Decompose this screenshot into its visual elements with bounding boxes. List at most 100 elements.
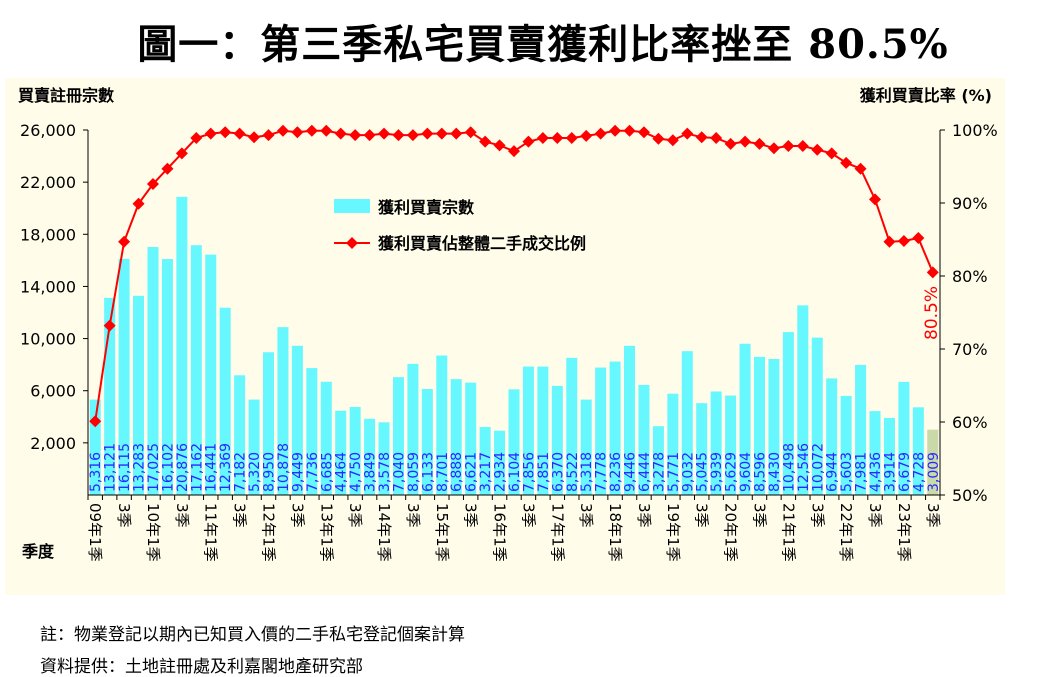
bar — [436, 355, 448, 495]
x-tick-label: 3季 — [577, 503, 595, 528]
legend-bar-swatch — [334, 199, 370, 213]
right-tick-label: 60% — [952, 413, 988, 432]
ratio-point — [681, 127, 694, 140]
ratio-point — [637, 126, 650, 139]
ratio-point — [724, 137, 737, 150]
right-tick-label: 90% — [952, 194, 988, 213]
ratio-point — [796, 140, 809, 153]
bar — [190, 245, 202, 495]
bar-value-label: 6,944 — [825, 452, 841, 492]
bar-value-label: 17,162 — [189, 443, 205, 492]
bar — [176, 196, 188, 496]
ratio-point — [103, 319, 116, 332]
bar — [811, 337, 823, 495]
bar-value-label: 5,316 — [88, 452, 104, 492]
bar — [753, 356, 765, 495]
bar-value-label: 6,104 — [507, 452, 523, 492]
x-tick-label: 3季 — [519, 503, 537, 528]
right-tick-label: 100% — [952, 121, 998, 140]
bar — [826, 378, 838, 495]
ratio-point — [392, 129, 405, 142]
x-tick-label: 3季 — [866, 503, 884, 528]
ratio-point — [623, 124, 636, 137]
x-tick-label: 14年1季 — [375, 503, 393, 562]
x-tick-label: 3季 — [173, 503, 191, 528]
ratio-point — [811, 143, 824, 156]
ratio-point — [840, 156, 853, 169]
bar-value-label: 6,679 — [897, 452, 913, 492]
bar-value-label: 7,736 — [305, 452, 321, 492]
ratio-point — [522, 135, 535, 148]
last-value-annotation: 80.5% — [922, 286, 942, 340]
bar — [349, 407, 361, 495]
bar-value-label: 2,934 — [493, 452, 509, 492]
bar — [782, 332, 794, 495]
bar — [205, 254, 217, 495]
bar-value-label: 8,236 — [608, 452, 624, 492]
bar-value-label: 5,603 — [839, 452, 855, 492]
ratio-point — [767, 142, 780, 155]
ratio-point — [825, 147, 838, 160]
bar — [855, 364, 867, 495]
ratio-point — [146, 178, 159, 191]
bar-value-label: 9,446 — [623, 452, 639, 492]
x-tick-label: 10年1季 — [144, 503, 162, 562]
bar — [306, 368, 318, 495]
bar-value-label: 6,621 — [464, 452, 480, 492]
ratio-point — [782, 140, 795, 153]
right-axis-title: 獲利買賣比率 (%) — [860, 86, 992, 105]
bar-value-label: 3,217 — [478, 452, 494, 492]
bar-value-label: 4,728 — [911, 452, 927, 492]
legend-line-label: 獲利買賣佔整體二手成交比例 — [378, 234, 586, 253]
bar — [739, 343, 751, 495]
bar — [898, 381, 910, 495]
bar-value-label: 13,121 — [103, 443, 119, 492]
ratio-point — [233, 127, 246, 140]
x-tick-label: 21年1季 — [779, 503, 797, 562]
bar-value-label: 10,072 — [810, 443, 826, 492]
bar-value-label: 9,032 — [680, 452, 696, 492]
x-tick-label: 22年1季 — [837, 503, 855, 562]
bar-value-label: 5,320 — [247, 452, 263, 492]
bar-value-label: 3,009 — [926, 452, 942, 492]
ratio-point — [175, 147, 188, 160]
ratio-point — [349, 129, 362, 142]
ratio-point — [479, 135, 492, 148]
bar — [883, 417, 895, 495]
ratio-point — [132, 197, 145, 210]
ratio-point — [883, 235, 896, 248]
bar — [104, 297, 116, 495]
bar — [133, 295, 145, 495]
bar-value-label: 16,441 — [204, 443, 220, 492]
ratio-point — [378, 127, 391, 140]
bar-value-label: 9,604 — [738, 452, 754, 492]
bar — [364, 418, 376, 495]
ratio-point — [565, 132, 578, 145]
bar-value-label: 13,283 — [132, 443, 148, 492]
bar-value-label: 6,444 — [637, 452, 653, 492]
legend: 獲利買賣宗數 獲利買賣佔整體二手成交比例 — [334, 198, 586, 253]
bar — [161, 259, 173, 495]
bar-value-label: 10,498 — [781, 443, 797, 492]
ratio-point — [710, 132, 723, 145]
ratio-point — [248, 131, 261, 144]
bar-value-label: 8,950 — [262, 452, 278, 492]
x-tick-label: 3季 — [924, 503, 942, 528]
left-tick-label: 18,000 — [20, 225, 76, 244]
x-tick-label: 09年1季 — [86, 503, 104, 562]
left-tick-label: 26,000 — [20, 121, 76, 140]
x-tick-label: 11年1季 — [202, 503, 220, 562]
bar — [696, 403, 708, 495]
bar-value-label: 5,045 — [695, 452, 711, 492]
bar — [912, 407, 924, 495]
bar-value-label: 6,685 — [319, 452, 335, 492]
ratio-point — [739, 135, 752, 148]
right-tick-label: 50% — [952, 486, 988, 505]
bar-value-label: 3,578 — [377, 452, 393, 492]
x-tick-label: 3季 — [750, 503, 768, 528]
ratio-point — [580, 129, 593, 142]
ratio-point — [912, 232, 925, 245]
bar — [421, 388, 433, 495]
bar — [248, 399, 260, 495]
